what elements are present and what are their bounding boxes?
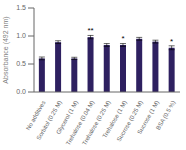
svg-text:BSA (0.5 %): BSA (0.5 %) — [155, 100, 177, 131]
svg-text:Sorbitol (0.25 M): Sorbitol (0.25 M) — [35, 99, 63, 141]
svg-text:1.0: 1.0 — [16, 32, 26, 39]
svg-text:Sucrose (1 M): Sucrose (1 M) — [136, 99, 161, 136]
svg-text:Sucrose (0.25 M): Sucrose (0.25 M) — [116, 100, 144, 143]
svg-text:1.5: 1.5 — [16, 4, 26, 11]
svg-text:**: ** — [87, 26, 93, 35]
svg-text:No additives: No additives — [25, 99, 47, 132]
svg-text:*: * — [121, 34, 124, 43]
svg-text:Trehalose (0.25 M): Trehalose (0.25 M) — [81, 100, 111, 147]
svg-text:0.5: 0.5 — [16, 60, 26, 67]
svg-text:Absorbance (492 nm): Absorbance (492 nm) — [8, 16, 10, 83]
svg-text:*: * — [170, 37, 173, 46]
svg-text:Trehalose (1 M): Trehalose (1 M) — [101, 99, 128, 140]
svg-text:Glycerol (1 M): Glycerol (1 M) — [55, 99, 80, 136]
svg-text:Trehalose (0.04 M): Trehalose (0.04 M) — [65, 100, 95, 147]
svg-text:0.0: 0.0 — [16, 88, 26, 95]
